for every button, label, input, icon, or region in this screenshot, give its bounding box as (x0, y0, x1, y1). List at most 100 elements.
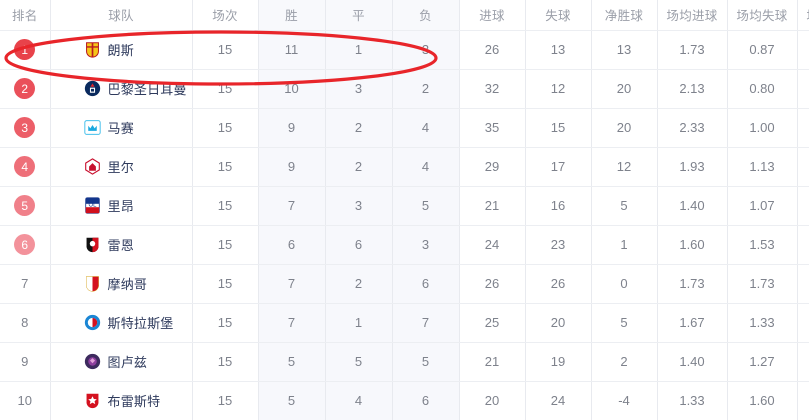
column-header-gf[interactable]: 进球 (459, 0, 526, 31)
team-cell[interactable]: 斯特拉斯堡 (50, 303, 193, 343)
rank-cell: 10 (0, 381, 51, 420)
column-header-drawn[interactable]: 平 (325, 0, 393, 31)
column-header-played[interactable]: 场次 (192, 0, 259, 31)
cell-avg_gd: 0.13 (797, 342, 809, 382)
cell-played: 15 (192, 225, 259, 265)
team-cell[interactable]: 里尔 (50, 147, 193, 187)
column-header-avg_ga[interactable]: 场均失球 (727, 0, 798, 31)
cell-avg_gd: 0.87 (797, 30, 809, 70)
cell-drawn: 4 (325, 381, 393, 420)
team-name: 图卢兹 (107, 355, 148, 370)
rank-cell: 9 (0, 342, 51, 382)
team-inner: 图卢兹 (51, 352, 192, 371)
cell-gd: 13 (591, 30, 658, 70)
cell-won: 5 (258, 381, 326, 420)
brest-crest-icon (84, 392, 101, 409)
cell-played: 15 (192, 342, 259, 382)
cell-gf: 26 (459, 264, 526, 304)
cell-played: 15 (192, 303, 259, 343)
team-cell[interactable]: 摩纳哥 (50, 264, 193, 304)
cell-ga: 26 (525, 264, 592, 304)
rank-cell: 8 (0, 303, 51, 343)
team-cell[interactable]: 巴黎圣日耳曼 (50, 69, 193, 109)
cell-gf: 29 (459, 147, 526, 187)
cell-drawn: 2 (325, 264, 393, 304)
header-row: 排名球队场次胜平负进球失球净胜球场均进球场均失球场均净胜积分 (0, 0, 809, 31)
team-cell[interactable]: 布雷斯特 (50, 381, 193, 420)
cell-avg_gd: 0.33 (797, 186, 809, 226)
cell-played: 15 (192, 186, 259, 226)
table-header: 排名球队场次胜平负进球失球净胜球场均进球场均失球场均净胜积分 (0, 0, 809, 31)
column-header-avg_gd[interactable]: 场均净胜 (797, 0, 809, 31)
team-cell[interactable]: OL 里昂 (50, 186, 193, 226)
cell-played: 15 (192, 69, 259, 109)
column-header-ga[interactable]: 失球 (525, 0, 592, 31)
team-name: 里昂 (107, 199, 134, 214)
cell-gd: 2 (591, 342, 658, 382)
column-header-rank[interactable]: 排名 (0, 0, 51, 31)
cell-avg_gd: 0 (797, 264, 809, 304)
cell-avg_ga: 1.00 (727, 108, 798, 148)
rank-badge: 2 (14, 78, 36, 99)
rank-cell: 2 (0, 69, 51, 109)
team-inner: 摩纳哥 (51, 274, 192, 293)
cell-won: 9 (258, 147, 326, 187)
column-header-lost[interactable]: 负 (392, 0, 460, 31)
cell-gf: 21 (459, 186, 526, 226)
cell-won: 11 (258, 30, 326, 70)
rank-badge: 6 (14, 234, 36, 255)
cell-avg_ga: 1.33 (727, 303, 798, 343)
cell-won: 7 (258, 303, 326, 343)
cell-drawn: 1 (325, 30, 393, 70)
cell-gd: 0 (591, 264, 658, 304)
cell-gd: 20 (591, 69, 658, 109)
monaco-crest-icon (84, 275, 101, 292)
team-name: 里尔 (107, 160, 134, 175)
cell-drawn: 2 (325, 147, 393, 187)
cell-ga: 20 (525, 303, 592, 343)
team-name: 斯特拉斯堡 (107, 316, 174, 331)
cell-gd: 1 (591, 225, 658, 265)
cell-ga: 16 (525, 186, 592, 226)
team-cell[interactable]: 朗斯 (50, 30, 193, 70)
cell-played: 15 (192, 264, 259, 304)
cell-lost: 7 (392, 303, 460, 343)
cell-lost: 3 (392, 30, 460, 70)
column-header-gd[interactable]: 净胜球 (591, 0, 658, 31)
team-cell[interactable]: 雷恩 (50, 225, 193, 265)
rank-number: 10 (17, 393, 32, 408)
team-cell[interactable]: 马赛 (50, 108, 193, 148)
column-header-team[interactable]: 球队 (50, 0, 193, 31)
team-name: 马赛 (107, 121, 134, 136)
rank-number: 8 (21, 315, 29, 330)
team-name: 布雷斯特 (107, 394, 161, 409)
rank-number: 7 (21, 276, 29, 291)
team-name: 巴黎圣日耳曼 (107, 82, 187, 97)
column-header-won[interactable]: 胜 (258, 0, 326, 31)
rank-cell: 3 (0, 108, 51, 148)
column-header-avg_gf[interactable]: 场均进球 (657, 0, 728, 31)
cell-ga: 17 (525, 147, 592, 187)
lens-crest-icon (84, 41, 101, 58)
team-cell[interactable]: 图卢兹 (50, 342, 193, 382)
rank-badge: 3 (14, 117, 36, 138)
cell-gd: 5 (591, 186, 658, 226)
cell-avg_ga: 1.60 (727, 381, 798, 420)
cell-drawn: 1 (325, 303, 393, 343)
cell-played: 15 (192, 381, 259, 420)
cell-avg_gf: 1.40 (657, 342, 728, 382)
rank-badge: 4 (14, 156, 36, 177)
cell-avg_gd: -0.27 (797, 381, 809, 420)
cell-avg_gd: 1.33 (797, 69, 809, 109)
